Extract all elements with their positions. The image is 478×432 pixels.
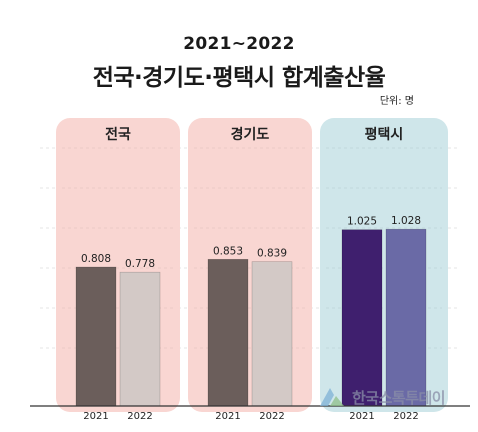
group-label: 경기도 (231, 126, 270, 143)
data-label: 1.028 (391, 215, 421, 227)
data-label: 0.853 (213, 245, 243, 257)
data-label: 1.025 (347, 216, 377, 228)
x-tick-label: 2021 (83, 411, 108, 422)
bar (207, 258, 249, 407)
group-label: 전국 (105, 126, 131, 143)
group-label: 평택시 (365, 126, 404, 143)
group-panel (188, 118, 312, 412)
bar (251, 261, 293, 407)
data-label: 0.808 (81, 253, 111, 265)
x-tick-label: 2022 (127, 411, 152, 422)
bar (75, 266, 117, 407)
data-label: 0.839 (257, 248, 287, 260)
chart-title: 전국·경기도·평택시 합계출산율 (92, 65, 386, 91)
bar (341, 229, 383, 407)
bar (119, 271, 161, 407)
x-tick-label: 2022 (393, 411, 418, 422)
x-tick-label: 2021 (215, 411, 240, 422)
x-tick-label: 2021 (349, 411, 374, 422)
group-panel (56, 118, 180, 412)
unit-label: 단위: 명 (379, 96, 414, 107)
chart-subtitle: 2021~2022 (183, 34, 295, 54)
group-panel (320, 118, 448, 412)
bar (385, 228, 427, 407)
x-tick-label: 2022 (259, 411, 284, 422)
data-label: 0.778 (125, 258, 155, 270)
